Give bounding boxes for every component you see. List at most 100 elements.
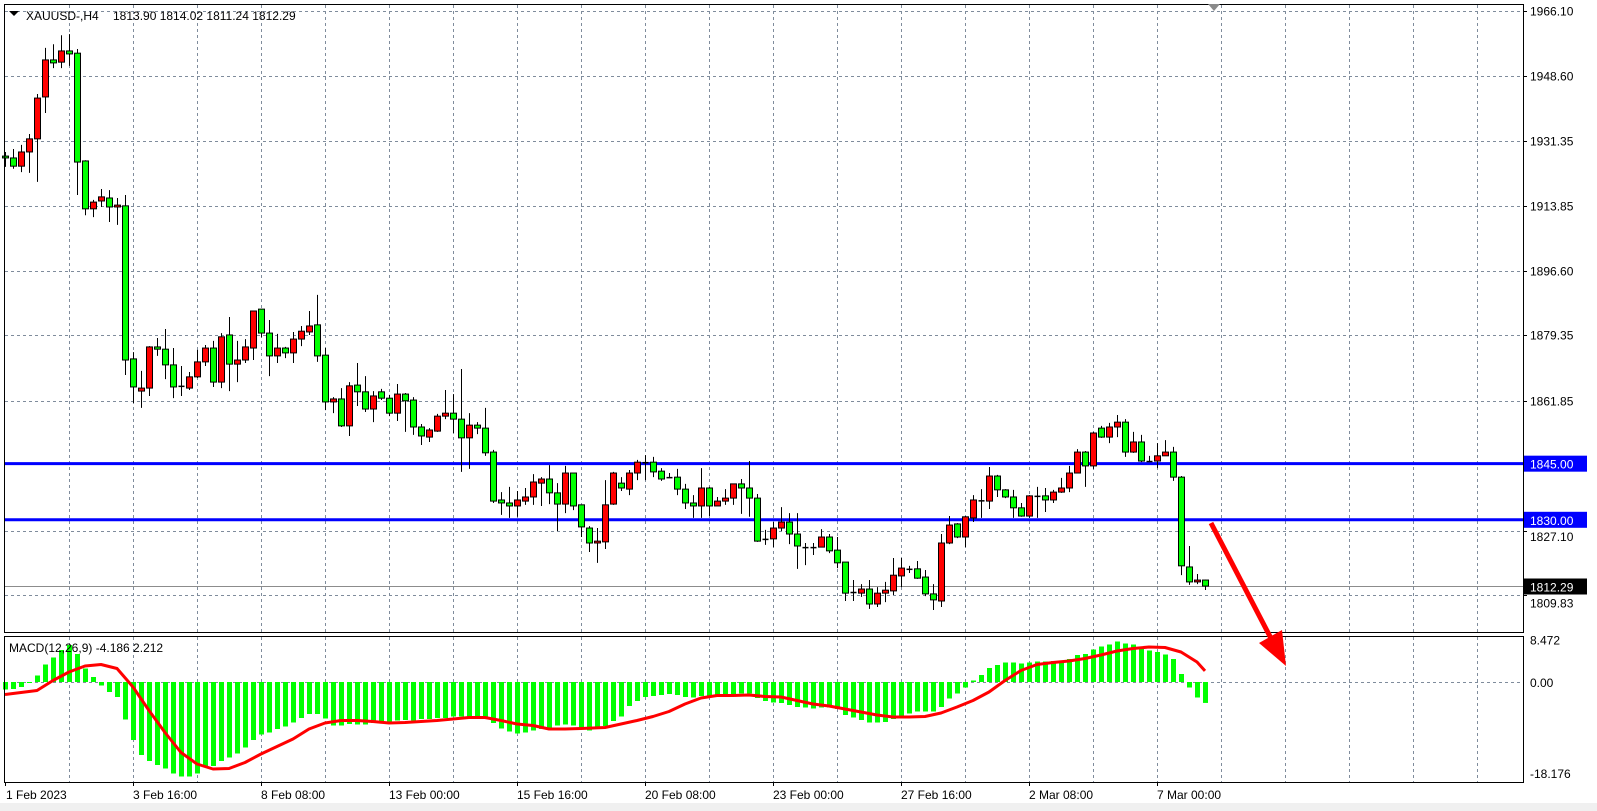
candle-body (490, 451, 497, 502)
macd-histogram-bar (1107, 644, 1112, 682)
macd-histogram-bar (451, 682, 456, 717)
macd-histogram-bar (851, 682, 856, 718)
candle (2, 151, 9, 167)
candle-body (1026, 495, 1033, 517)
candle (690, 495, 697, 518)
candle (1146, 455, 1153, 463)
candle (170, 348, 177, 399)
candle-body (1122, 421, 1129, 453)
candle (162, 328, 169, 380)
candle (706, 486, 713, 517)
candle (458, 368, 465, 472)
macd-histogram-bar (483, 682, 488, 718)
time-axis-label: 23 Feb 00:00 (773, 788, 844, 802)
candle-body (234, 359, 241, 365)
candle (418, 424, 425, 445)
candle (290, 331, 297, 364)
macd-histogram-bar (691, 682, 696, 698)
candle (802, 543, 809, 566)
candle (970, 495, 977, 523)
candle-body (658, 470, 665, 480)
macd-histogram-bar (1027, 662, 1032, 682)
candle (426, 428, 433, 442)
candle (578, 504, 585, 538)
candle-body (874, 592, 881, 605)
candle-body (562, 472, 569, 505)
macd-histogram-bar (667, 682, 672, 694)
candle (930, 584, 937, 610)
candle-body (506, 502, 513, 507)
candle-body (1106, 426, 1113, 438)
candle-body (146, 346, 153, 389)
candle-body (778, 521, 785, 529)
candle-body (202, 347, 209, 363)
candle (258, 308, 265, 338)
macd-histogram-bar (1195, 682, 1200, 698)
macd-histogram-bar (779, 682, 784, 703)
price-axis-label: 1861.85 (1530, 395, 1574, 409)
macd-histogram-bar (27, 682, 32, 683)
macd-histogram-bar (1131, 644, 1136, 682)
candle-body (714, 500, 721, 507)
candle (842, 561, 849, 602)
chart-shift-marker-icon[interactable] (1208, 4, 1220, 11)
macd-histogram-bar (275, 682, 280, 729)
macd-histogram-bar (579, 682, 584, 728)
macd-histogram-bar (891, 682, 896, 719)
macd-histogram-bar (707, 682, 712, 696)
macd-histogram-bar (1091, 649, 1096, 682)
time-axis-label: 8 Feb 08:00 (261, 788, 325, 802)
candle (1098, 425, 1105, 438)
macd-histogram-bar (611, 682, 616, 721)
candle-body (322, 354, 329, 403)
macd-histogram-bar (547, 682, 552, 728)
down-arrow-annotation[interactable] (1208, 521, 1286, 666)
macd-histogram-bar (875, 682, 880, 723)
macd-histogram-bar (923, 682, 928, 712)
candle-body (538, 478, 545, 484)
macd-histogram-bar (859, 682, 864, 720)
macd-histogram-bar (387, 682, 392, 723)
macd-histogram-bar (1043, 661, 1048, 682)
macd-histogram-bar (123, 682, 128, 720)
triangle-down-icon[interactable] (9, 11, 19, 16)
candle (618, 477, 625, 491)
candle (346, 382, 353, 436)
candle (882, 581, 889, 603)
candle (1202, 579, 1209, 591)
macd-histogram-bar (243, 682, 248, 748)
macd-histogram-bar (219, 682, 224, 761)
candle (266, 319, 273, 377)
candle (682, 483, 689, 509)
candle-body (634, 461, 641, 474)
price-axis-label: 1809.83 (1530, 597, 1574, 611)
macd-histogram-bar (259, 682, 264, 735)
price-axis-label: 1931.35 (1530, 135, 1574, 149)
candle (1178, 476, 1185, 576)
candle-body (194, 361, 201, 378)
macd-histogram-bar (747, 682, 752, 694)
candle-body (730, 483, 737, 499)
macd-histogram-bar (411, 682, 416, 721)
candle-body (434, 415, 441, 432)
candle-body (826, 536, 833, 552)
candle-body (1082, 451, 1089, 467)
candle-body (1058, 487, 1065, 493)
candle (26, 134, 33, 173)
candle (786, 513, 793, 545)
candle-body (1050, 491, 1057, 501)
macd-histogram-bar (307, 682, 312, 714)
candle (554, 483, 561, 532)
macd-histogram-bar (715, 682, 720, 696)
candle (1002, 489, 1009, 499)
macd-histogram-bar (235, 682, 240, 754)
candle-body (402, 393, 409, 402)
macd-histogram-bar (403, 682, 408, 720)
time-axis-label: 7 Mar 00:00 (1157, 788, 1221, 802)
candle (98, 189, 105, 207)
current-price-label: 1812.29 (1530, 581, 1574, 595)
candle (122, 194, 129, 375)
candle-body (106, 197, 113, 208)
candle (810, 543, 817, 555)
